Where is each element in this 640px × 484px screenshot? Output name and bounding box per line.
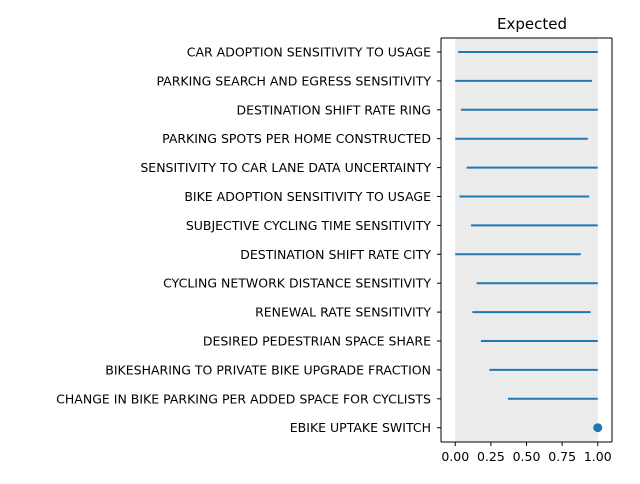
x-axis-ticks: 0.00 0.25 0.50 0.75 1.00 <box>441 442 612 464</box>
x-tick-label: 0.50 <box>513 449 541 464</box>
range-marks <box>455 51 603 433</box>
x-tick-label: 0.75 <box>548 449 576 464</box>
shaded-band <box>455 38 598 442</box>
y-tick-label: CYCLING NETWORK DISTANCE SENSITIVITY <box>163 276 431 291</box>
y-tick-label: BIKE ADOPTION SENSITIVITY TO USAGE <box>184 189 431 204</box>
x-tick-label: 1.00 <box>584 449 612 464</box>
y-tick-label: RENEWAL RATE SENSITIVITY <box>255 305 431 320</box>
y-tick-label: SUBJECTIVE CYCLING TIME SENSITIVITY <box>186 218 432 233</box>
y-tick-label: CAR ADOPTION SENSITIVITY TO USAGE <box>187 45 431 60</box>
x-tick-label: 0.25 <box>477 449 505 464</box>
x-tick-label: 0.00 <box>441 449 469 464</box>
y-tick-label: BIKESHARING TO PRIVATE BIKE UPGRADE FRAC… <box>105 362 431 377</box>
y-tick-label: EBIKE UPTAKE SWITCH <box>290 420 431 435</box>
y-tick-label: PARKING SEARCH AND EGRESS SENSITIVITY <box>156 73 431 88</box>
range-point <box>593 423 603 433</box>
y-tick-label: DESTINATION SHIFT RATE CITY <box>240 247 431 262</box>
y-tick-label: SENSITIVITY TO CAR LANE DATA UNCERTAINTY <box>140 160 431 175</box>
y-tick-label: DESIRED PEDESTRIAN SPACE SHARE <box>203 334 431 349</box>
y-tick-label: PARKING SPOTS PER HOME CONSTRUCTED <box>162 131 431 146</box>
y-tick-label: DESTINATION SHIFT RATE RING <box>237 102 431 117</box>
chart-title: Expected <box>497 15 567 33</box>
y-tick-labels: CAR ADOPTION SENSITIVITY TO USAGE PARKING… <box>56 45 441 435</box>
y-tick-label: CHANGE IN BIKE PARKING PER ADDED SPACE F… <box>56 391 431 406</box>
